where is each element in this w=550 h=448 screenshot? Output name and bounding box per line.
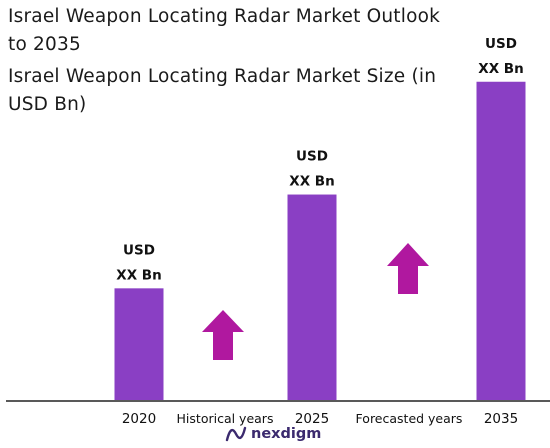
bar-value-label-2020-1: USD — [123, 242, 155, 258]
nexdigm-logo: nexdigm — [225, 425, 321, 443]
historical-growth-arrow-icon — [202, 310, 244, 360]
bar-2025 — [287, 194, 337, 400]
forecasted-years-label: Forecasted years — [356, 411, 463, 426]
x-tick-label-2020: 2020 — [122, 411, 156, 427]
x-tick-labels-group: 2020 2025 2035 — [122, 411, 518, 427]
nexdigm-logo-text: nexdigm — [251, 426, 322, 442]
chart-title-line-2: to 2035 — [8, 34, 81, 55]
historical-years-label: Historical years — [177, 411, 274, 426]
chart-title-line-1: Israel Weapon Locating Radar Market Outl… — [8, 6, 441, 27]
bar-value-label-2025-1: USD — [296, 149, 328, 165]
chart-subtitle-line-1: Israel Weapon Locating Radar Market Size… — [8, 66, 437, 87]
bar-2020 — [114, 288, 164, 400]
bar-value-label-2020-2: XX Bn — [116, 267, 161, 283]
x-tick-label-2035: 2035 — [484, 411, 518, 427]
forecast-growth-arrow-icon — [387, 243, 429, 294]
bar-value-label-2035-2: XX Bn — [478, 61, 523, 77]
bar-value-labels-group: USD XX Bn USD XX Bn USD XX Bn — [116, 36, 523, 284]
bar-2035 — [476, 81, 526, 400]
bars-group — [114, 81, 526, 400]
chart-subtitle-line-2: USD Bn) — [8, 94, 87, 115]
x-tick-label-2025: 2025 — [295, 411, 329, 427]
bar-value-label-2025-2: XX Bn — [289, 174, 334, 190]
bar-value-label-2035-1: USD — [485, 36, 517, 52]
nexdigm-logo-icon — [225, 426, 247, 442]
